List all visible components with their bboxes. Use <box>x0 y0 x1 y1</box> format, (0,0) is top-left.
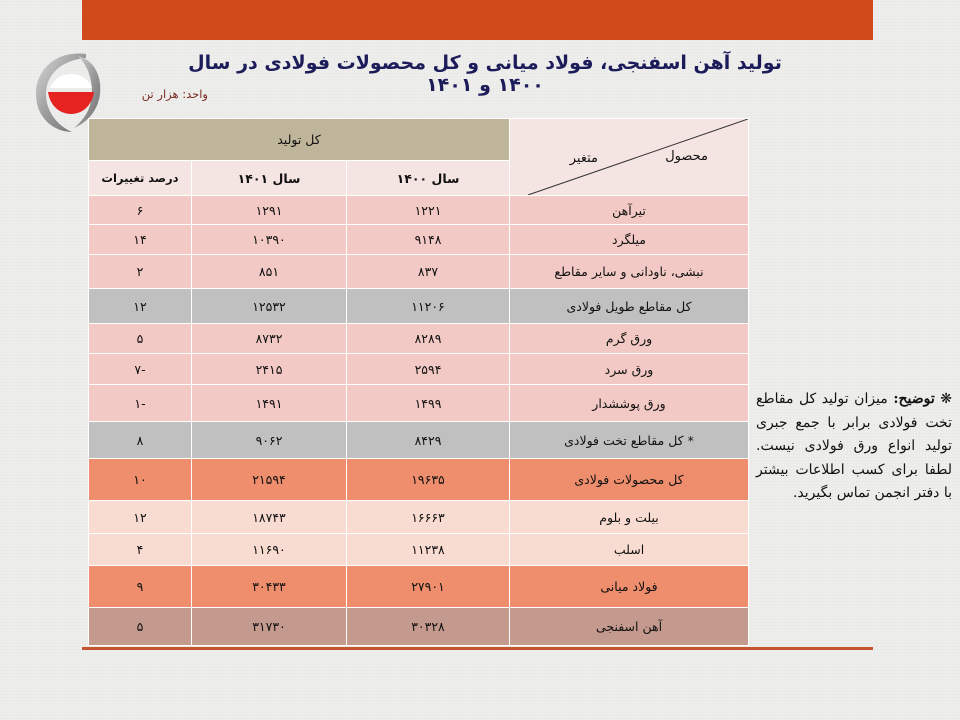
footnote-text: میزان تولید کل مقاطع تخت فولادی برابر با… <box>756 391 952 501</box>
value-percent: ۵ <box>88 607 192 646</box>
table-row: نبشی، ناودانی و سایر مقاطع ۸۳۷ ۸۵۱ ۲ <box>88 254 749 289</box>
top-accent-bar <box>82 0 873 40</box>
page-title: تولید آهن اسفنجی، فولاد میانی و کل محصول… <box>188 52 782 96</box>
value-1400: ۲۵۹۴ <box>346 353 510 385</box>
footnote-label: توضیح: <box>893 391 935 407</box>
row-name: * کل مقاطع تخت فولادی <box>509 421 749 459</box>
row-name: تیرآهن <box>509 195 749 225</box>
group-header-total-production: کل تولید <box>88 118 510 161</box>
row-name: ورق گرم <box>509 323 749 354</box>
footnote: ❋ توضیح: میزان تولید کل مقاطع تخت فولادی… <box>756 388 952 506</box>
row-name: ورق پوششدار <box>509 384 749 422</box>
value-1400: ۸۳۷ <box>346 254 510 289</box>
row-name: بیلت و بلوم <box>509 500 749 534</box>
row-name: اسلب <box>509 533 749 566</box>
value-1400: ۸۴۲۹ <box>346 421 510 459</box>
table-row: * کل مقاطع تخت فولادی ۸۴۲۹ ۹۰۶۲ ۸ <box>88 421 749 459</box>
value-percent: ۱۲ <box>88 288 192 324</box>
value-1401: ۸۷۳۲ <box>191 323 347 354</box>
value-percent: -۱ <box>88 384 192 422</box>
diagonal-divider-icon <box>527 119 748 195</box>
value-percent: ۲ <box>88 254 192 289</box>
value-1401: ۱۸۷۴۳ <box>191 500 347 534</box>
value-percent: ۱۴ <box>88 224 192 255</box>
row-name: میلگرد <box>509 224 749 255</box>
table-row: تیرآهن ۱۲۲۱ ۱۲۹۱ ۶ <box>88 195 749 225</box>
value-1400: ۱۴۹۹ <box>346 384 510 422</box>
value-1400: ۱۶۶۶۳ <box>346 500 510 534</box>
column-header-percent-change: درصد تغییرات <box>88 160 192 196</box>
table-row: آهن اسفنجی ۳۰۳۲۸ ۳۱۷۳۰ ۵ <box>88 607 749 646</box>
production-table: محصول متغیر کل تولید سال ۱۴۰۰ سال ۱۴۰۱ د… <box>88 118 749 646</box>
table-row: بیلت و بلوم ۱۶۶۶۳ ۱۸۷۴۳ ۱۲ <box>88 500 749 534</box>
corner-label-product: محصول <box>665 149 708 164</box>
value-1401: ۲۴۱۵ <box>191 353 347 385</box>
table-row: اسلب ۱۱۲۳۸ ۱۱۶۹۰ ۴ <box>88 533 749 566</box>
value-percent: ۹ <box>88 565 192 608</box>
table-row: کل محصولات فولادی ۱۹۶۳۵ ۲۱۵۹۴ ۱۰ <box>88 458 749 501</box>
table-row: میلگرد ۹۱۴۸ ۱۰۳۹۰ ۱۴ <box>88 224 749 255</box>
column-header-1400: سال ۱۴۰۰ <box>346 160 510 196</box>
association-logo-icon <box>36 53 101 132</box>
row-name: فولاد میانی <box>509 565 749 608</box>
value-1400: ۱۱۲۰۶ <box>346 288 510 324</box>
value-1400: ۹۱۴۸ <box>346 224 510 255</box>
column-header-1401: سال ۱۴۰۱ <box>191 160 347 196</box>
value-1401: ۳۰۴۳۳ <box>191 565 347 608</box>
value-1401: ۱۴۹۱ <box>191 384 347 422</box>
table-row: ورق پوششدار ۱۴۹۹ ۱۴۹۱ -۱ <box>88 384 749 422</box>
value-percent: -۷ <box>88 353 192 385</box>
row-name: کل محصولات فولادی <box>509 458 749 501</box>
value-1401: ۱۱۶۹۰ <box>191 533 347 566</box>
value-1401: ۸۵۱ <box>191 254 347 289</box>
value-percent: ۴ <box>88 533 192 566</box>
table-row: ورق گرم ۸۲۸۹ ۸۷۳۲ ۵ <box>88 323 749 354</box>
corner-header: محصول متغیر <box>509 118 749 196</box>
value-percent: ۶ <box>88 195 192 225</box>
value-percent: ۱۰ <box>88 458 192 501</box>
table-row: کل مقاطع طویل فولادی ۱۱۲۰۶ ۱۲۵۳۲ ۱۲ <box>88 288 749 324</box>
row-name: کل مقاطع طویل فولادی <box>509 288 749 324</box>
value-1401: ۳۱۷۳۰ <box>191 607 347 646</box>
value-1400: ۱۱۲۳۸ <box>346 533 510 566</box>
row-name: ورق سرد <box>509 353 749 385</box>
table-row: فولاد میانی ۲۷۹۰۱ ۳۰۴۳۳ ۹ <box>88 565 749 608</box>
value-1401: ۱۰۳۹۰ <box>191 224 347 255</box>
value-1400: ۱۹۶۳۵ <box>346 458 510 501</box>
value-1401: ۱۲۵۳۲ <box>191 288 347 324</box>
value-1401: ۱۲۹۱ <box>191 195 347 225</box>
value-1400: ۲۷۹۰۱ <box>346 565 510 608</box>
row-name: نبشی، ناودانی و سایر مقاطع <box>509 254 749 289</box>
value-1401: ۹۰۶۲ <box>191 421 347 459</box>
unit-label: واحد: هزار تن <box>141 87 208 101</box>
value-1400: ۳۰۳۲۸ <box>346 607 510 646</box>
bottom-divider <box>82 647 873 650</box>
asterisk-icon: ❋ <box>940 391 953 407</box>
value-1401: ۲۱۵۹۴ <box>191 458 347 501</box>
value-1400: ۸۲۸۹ <box>346 323 510 354</box>
table-row: ورق سرد ۲۵۹۴ ۲۴۱۵ -۷ <box>88 353 749 385</box>
row-name: آهن اسفنجی <box>509 607 749 646</box>
value-1400: ۱۲۲۱ <box>346 195 510 225</box>
value-percent: ۱۲ <box>88 500 192 534</box>
value-percent: ۸ <box>88 421 192 459</box>
value-percent: ۵ <box>88 323 192 354</box>
corner-label-variable: متغیر <box>569 151 598 166</box>
